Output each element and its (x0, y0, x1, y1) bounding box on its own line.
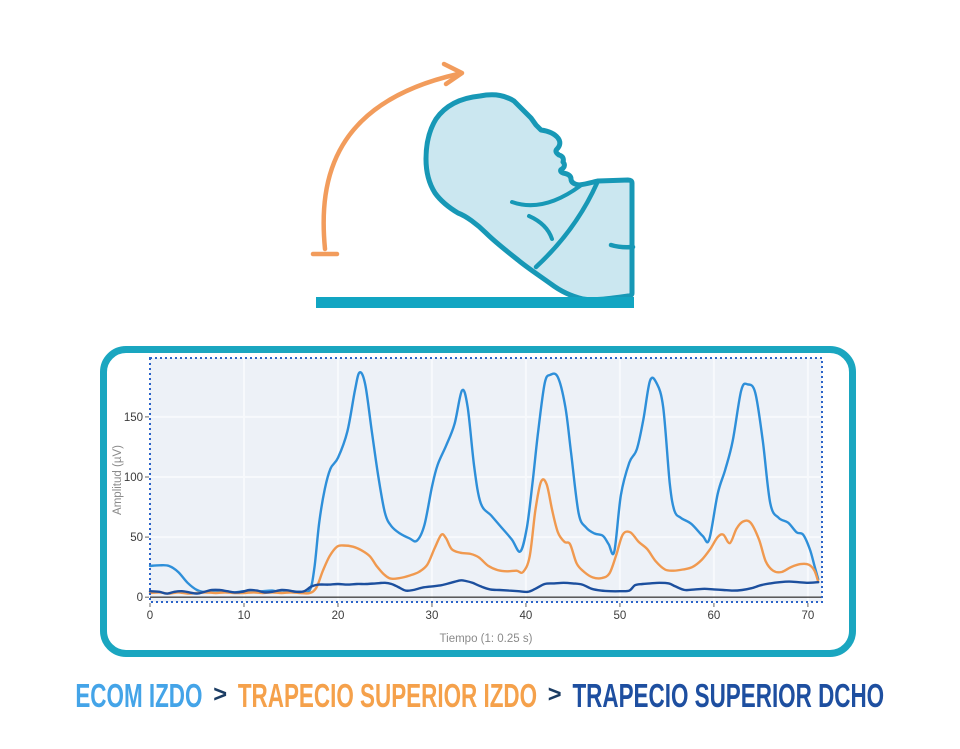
clavicle-line (533, 180, 600, 270)
jaw-line (510, 184, 582, 208)
series-trapecio-superior-izdo (148, 478, 820, 595)
emg-amplitude-chart[interactable]: 0 10 20 30 40 50 60 70 0 50 100 150 Amplitud (µV) Tie… (107, 353, 849, 649)
svg-text:70: 70 (802, 610, 815, 622)
emg-chart-panel: 0 10 20 30 40 50 60 70 0 50 100 150 Amplitud (µV) Tie… (100, 346, 856, 657)
svg-text:10: 10 (238, 610, 251, 622)
svg-text:100: 100 (124, 472, 143, 484)
shoulder-notch-line (608, 242, 636, 250)
head-outline-shape (423, 92, 635, 303)
chevron-right-icon: > (213, 681, 228, 708)
svg-text:0: 0 (147, 610, 153, 622)
svg-text:Amplitud (µV): Amplitud (µV) (112, 445, 124, 515)
svg-text:50: 50 (130, 532, 143, 544)
neck-crease-line (527, 214, 554, 241)
motion-arc-arrow (321, 71, 461, 252)
svg-text:30: 30 (426, 610, 439, 622)
svg-text:150: 150 (124, 412, 143, 424)
svg-text:40: 40 (520, 610, 533, 622)
svg-text:60: 60 (708, 610, 721, 622)
head-extension-illustration (310, 61, 636, 308)
svg-text:Tiempo (1: 0.25 s): Tiempo (1: 0.25 s) (440, 633, 533, 645)
arrowhead-icon (441, 61, 465, 87)
series-trapecio-superior-dcho (148, 579, 820, 595)
muscle-sequence-legend: ECOM IZDO > TRAPECIO SUPERIOR IZDO > TRA… (0, 671, 960, 719)
svg-text:20: 20 (332, 610, 345, 622)
legend-row: ECOM IZDO > TRAPECIO SUPERIOR IZDO > TRA… (76, 679, 885, 712)
legend-item-trapecio-superior-izdo: TRAPECIO SUPERIOR IZDO (238, 676, 538, 714)
svg-text:50: 50 (614, 610, 627, 622)
legend-item-trapecio-superior-dcho: TRAPECIO SUPERIOR DCHO (572, 676, 885, 714)
chevron-right-icon: > (548, 681, 562, 708)
legend-item-ecom-izdo: ECOM IZDO (75, 676, 203, 714)
ground-bar (316, 297, 634, 308)
svg-text:0: 0 (137, 592, 143, 604)
